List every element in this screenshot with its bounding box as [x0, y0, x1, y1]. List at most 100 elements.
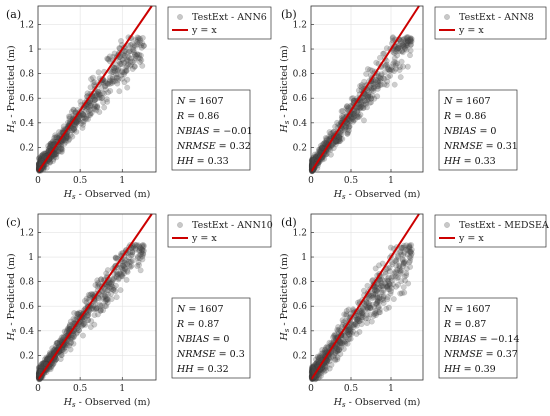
scatter-point	[40, 363, 46, 369]
scatter-point	[345, 336, 351, 343]
scatter-point	[132, 245, 139, 252]
scatter-point	[65, 133, 71, 140]
scatter-point	[352, 321, 359, 327]
scatter-point	[139, 62, 146, 69]
scatter-point	[349, 111, 356, 118]
scatter-point	[324, 151, 330, 157]
scatter-point	[82, 108, 89, 115]
scatter-point	[81, 114, 87, 121]
scatter-point	[136, 35, 143, 42]
scatter-point	[66, 323, 73, 330]
scatter-point	[61, 140, 68, 147]
scatter-point	[77, 98, 84, 105]
scatter-point	[358, 103, 365, 110]
scatter-point	[366, 301, 373, 308]
scatter-point	[37, 367, 44, 374]
scatter-point	[47, 366, 54, 373]
scatter-point	[70, 340, 77, 347]
scatter-point	[335, 344, 342, 350]
scatter-point	[354, 113, 361, 120]
scatter-point	[69, 127, 76, 134]
scatter-point	[70, 126, 77, 132]
scatter-point	[44, 356, 50, 363]
scatter-point	[51, 135, 58, 141]
scatter-point	[367, 304, 374, 311]
scatter-point	[347, 335, 354, 342]
scatter-point	[50, 348, 57, 355]
scatter-point	[324, 344, 331, 351]
scatter-point	[398, 58, 405, 65]
scatter-point	[120, 262, 127, 269]
scatter-point	[407, 38, 414, 45]
scatter-point	[327, 130, 334, 137]
scatter-point	[388, 64, 395, 70]
scatter-point	[370, 81, 377, 88]
scatter-point	[137, 245, 143, 252]
scatter-point	[78, 322, 85, 329]
scatter-point	[72, 122, 79, 128]
scatter-point	[93, 304, 100, 311]
scatter-point	[391, 81, 398, 88]
scatter-point	[375, 286, 382, 292]
scatter-point	[45, 147, 52, 154]
scatter-point	[314, 353, 321, 360]
scatter-point	[88, 110, 95, 116]
scatter-point	[337, 135, 344, 142]
scatter-point	[67, 132, 74, 138]
scatter-point	[374, 85, 381, 92]
scatter-point	[309, 157, 316, 164]
scatter-point	[75, 118, 82, 125]
scatter-point	[404, 38, 411, 45]
scatter-point	[375, 303, 382, 310]
scatter-point	[316, 355, 322, 362]
scatter-point	[130, 47, 137, 54]
legend-marker-scatter	[444, 14, 450, 20]
scatter-point	[322, 362, 328, 369]
x-tick-label: 1	[388, 384, 394, 394]
scatter-point	[128, 252, 134, 259]
scatter-point	[116, 58, 123, 65]
y-tick-label: 0.4	[20, 119, 35, 129]
scatter-point	[75, 324, 82, 331]
scatter-point	[110, 78, 117, 85]
scatter-point	[122, 262, 128, 268]
scatter-point	[56, 132, 62, 139]
scatter-point	[58, 334, 65, 341]
y-axis-label: Hs - Predicted (m)	[279, 253, 291, 341]
scatter-point	[92, 299, 98, 306]
scatter-point	[346, 331, 352, 338]
x-axis-label: Hs - Observed (m)	[333, 397, 421, 409]
scatter-point	[37, 159, 44, 166]
scatter-point	[133, 42, 140, 49]
plot-frame	[310, 5, 424, 173]
scatter-point	[361, 97, 368, 104]
scatter-point	[347, 325, 354, 332]
scatter-point	[80, 111, 86, 117]
scatter-point	[47, 159, 53, 165]
y-tick-label: 0.2	[293, 351, 307, 361]
scatter-point	[134, 51, 141, 58]
scatter-point	[317, 355, 324, 361]
scatter-point	[370, 313, 377, 319]
scatter-point	[51, 138, 58, 145]
scatter-point	[127, 259, 133, 265]
scatter-point	[310, 366, 317, 373]
scatter-point	[399, 36, 406, 43]
scatter-point	[324, 358, 330, 365]
scatter-point	[351, 110, 357, 117]
scatter-point	[125, 61, 131, 68]
scatter-point	[336, 132, 343, 139]
scatter-point	[383, 61, 390, 68]
scatter-point	[374, 78, 381, 85]
scatter-point	[130, 44, 137, 51]
scatter-point	[126, 263, 133, 269]
scatter-point	[72, 316, 79, 323]
scatter-point	[363, 315, 369, 322]
scatter-point	[76, 309, 83, 316]
scatter-point	[348, 114, 355, 121]
scatter-point	[83, 113, 90, 120]
scatter-point	[58, 352, 65, 359]
scatter-point	[122, 68, 129, 75]
scatter-point	[337, 338, 343, 345]
scatter-point	[395, 45, 402, 52]
